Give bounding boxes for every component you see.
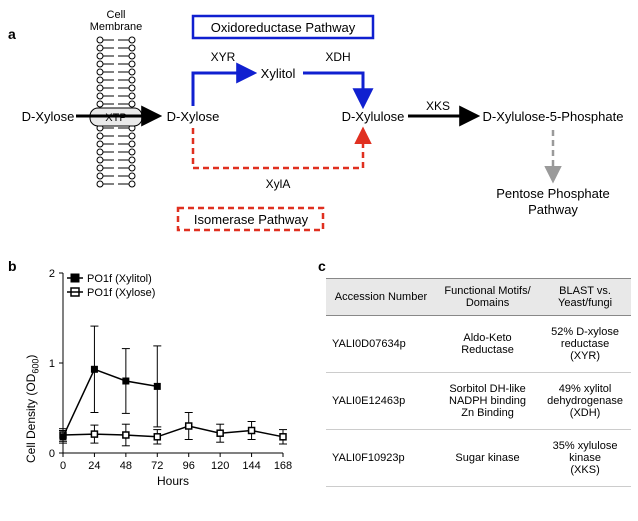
- enzyme-xyr: XYR: [211, 50, 236, 64]
- table-header: Functional Motifs/Domains: [436, 279, 539, 316]
- membrane-label-1: Cell: [107, 9, 126, 21]
- isom-box-label: Isomerase Pathway: [194, 212, 309, 227]
- svg-text:120: 120: [211, 460, 229, 472]
- enzyme-xdh: XDH: [325, 50, 350, 64]
- table-cell: YALI0D07634p: [326, 316, 436, 373]
- membrane-label-2: Membrane: [90, 21, 143, 33]
- svg-text:0: 0: [49, 448, 55, 460]
- table-cell: 35% xylulosekinase(XKS): [539, 430, 631, 487]
- table-cell: Sugar kinase: [436, 430, 539, 487]
- species-xylose-int: D-Xylose: [167, 109, 220, 124]
- svg-text:168: 168: [274, 460, 292, 472]
- panel-c-label: c: [318, 258, 326, 274]
- svg-text:Hours: Hours: [157, 474, 189, 488]
- svg-text:1: 1: [49, 358, 55, 370]
- species-ppp-1: Pentose Phosphate: [496, 186, 609, 201]
- transporter-label: XTP: [105, 112, 126, 124]
- table-row: YALI0D07634pAldo-KetoReductase52% D-xylo…: [326, 316, 631, 373]
- table-row: YALI0F10923pSugar kinase35% xylulosekina…: [326, 430, 631, 487]
- species-xylose-ext: D-Xylose: [22, 109, 75, 124]
- enzyme-xyla: XylA: [266, 177, 291, 191]
- arrow-xdh: [303, 73, 363, 105]
- svg-text:2: 2: [49, 268, 55, 280]
- table-cell: Sorbitol DH-likeNADPH bindingZn Binding: [436, 373, 539, 430]
- table-cell: YALI0E12463p: [326, 373, 436, 430]
- svg-text:48: 48: [120, 460, 132, 472]
- svg-text:24: 24: [88, 460, 100, 472]
- species-xylulose: D-Xylulose: [342, 109, 405, 124]
- cell-membrane: XTP: [90, 36, 142, 187]
- svg-text:PO1f (Xylitol): PO1f (Xylitol): [87, 273, 152, 285]
- table-cell: 49% xylitoldehydrogenase(XDH): [539, 373, 631, 430]
- table-cell: 52% D-xylosereductase(XYR): [539, 316, 631, 373]
- svg-text:96: 96: [183, 460, 195, 472]
- svg-text:0: 0: [60, 460, 66, 472]
- species-ppp-2: Pathway: [528, 202, 578, 217]
- svg-text:144: 144: [242, 460, 260, 472]
- oxido-box-label: Oxidoreductase Pathway: [211, 20, 356, 35]
- growth-chart: 012024487296120144168HoursPO1f (Xylitol)…: [18, 263, 308, 508]
- table-row: YALI0E12463pSorbitol DH-likeNADPH bindin…: [326, 373, 631, 430]
- enzyme-xks: XKS: [426, 99, 450, 113]
- species-xylitol: Xylitol: [261, 66, 296, 81]
- arrow-xyla: [193, 128, 363, 168]
- protein-table: Accession NumberFunctional Motifs/Domain…: [326, 278, 631, 487]
- table-header: BLAST vs.Yeast/fungi: [539, 279, 631, 316]
- chart-ylabel: Cell Density (OD600): [24, 355, 40, 463]
- arrow-xyr: [193, 73, 253, 106]
- pathway-diagram: Cell Membrane: [8, 8, 630, 243]
- table-cell: Aldo-KetoReductase: [436, 316, 539, 373]
- protein-table-wrap: Accession NumberFunctional Motifs/Domain…: [326, 278, 631, 487]
- panel-b-label: b: [8, 258, 17, 274]
- species-x5p: D-Xylulose-5-Phosphate: [483, 109, 624, 124]
- table-header: Accession Number: [326, 279, 436, 316]
- table-cell: YALI0F10923p: [326, 430, 436, 487]
- svg-text:PO1f (Xylose): PO1f (Xylose): [87, 287, 155, 299]
- svg-text:72: 72: [151, 460, 163, 472]
